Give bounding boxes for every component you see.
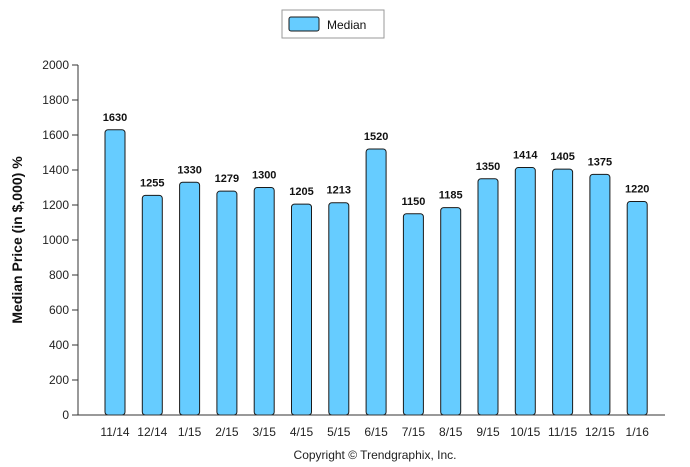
y-tick-label: 400 [49, 338, 69, 352]
y-tick-label: 800 [49, 268, 69, 282]
copyright-text: Copyright © Trendgraphix, Inc. [294, 448, 457, 462]
y-tick-label: 1600 [42, 128, 69, 142]
bar-7-15 [402, 213, 424, 416]
x-axis-ticks: 11/14 12/14 1/15 2/15 3/15 4/15 5/15 6/15 7/15 8/… [100, 425, 649, 439]
y-tick-label: 1200 [42, 198, 69, 212]
x-tick-label: 7/15 [402, 425, 426, 439]
value-labels: 1630 1255 1330 1279 1300 1205 1213 1520 1150 1185… [103, 112, 650, 208]
legend: Median [281, 9, 385, 39]
x-tick-label: 9/15 [476, 425, 500, 439]
y-tick-label: 1800 [42, 93, 69, 107]
x-tick-label: 6/15 [364, 425, 388, 439]
value-label: 1279 [215, 173, 239, 185]
value-label: 1205 [289, 186, 313, 198]
y-tick-label: 1400 [42, 163, 69, 177]
value-label: 1414 [513, 150, 538, 162]
x-tick-label: 10/15 [510, 425, 540, 439]
value-label: 1255 [140, 177, 164, 189]
bar-12-14 [141, 194, 163, 416]
value-label: 1150 [401, 196, 425, 208]
y-tick-label: 600 [49, 303, 69, 317]
y-tick-label: 2000 [42, 58, 69, 72]
value-label: 1220 [625, 184, 649, 196]
value-label: 1213 [327, 185, 351, 197]
x-tick-label: 2/15 [215, 425, 239, 439]
bar-5-15 [328, 202, 350, 416]
y-axis-title: Median Price (in $,000) % [9, 156, 25, 324]
bar-4-15 [291, 203, 312, 416]
value-label: 1520 [364, 131, 388, 143]
bar-9-15 [477, 178, 499, 416]
bar-1-16 [626, 201, 648, 416]
x-tick-label: 1/15 [178, 425, 202, 439]
value-label: 1350 [476, 161, 500, 173]
bar-12-15 [589, 173, 611, 416]
bar-11-14 [104, 129, 126, 416]
x-tick-label: 4/15 [290, 425, 314, 439]
x-tick-label: 8/15 [439, 425, 463, 439]
x-tick-label: 5/15 [327, 425, 351, 439]
bar-8-15 [440, 207, 462, 416]
legend-label-median: Median [327, 18, 366, 32]
value-label: 1185 [439, 190, 463, 202]
value-label: 1330 [177, 164, 201, 176]
value-label: 1375 [588, 156, 612, 168]
x-tick-label: 1/16 [626, 425, 650, 439]
bar-6-15 [365, 148, 387, 416]
bar-10-15 [514, 167, 536, 416]
y-tick-label: 200 [49, 373, 69, 387]
bars [104, 129, 648, 416]
value-label: 1300 [252, 170, 276, 182]
legend-swatch-median [288, 16, 320, 32]
y-axis-ticks: 0 200 400 600 800 1000 1200 1400 1600 1800 2000 [42, 58, 78, 422]
bar-11-15 [552, 168, 574, 416]
y-tick-label: 1000 [42, 233, 69, 247]
x-tick-label: 12/14 [137, 425, 167, 439]
bar-1-15 [179, 181, 201, 416]
value-label: 1405 [550, 151, 574, 163]
y-tick-label: 0 [62, 408, 69, 422]
x-tick-label: 11/15 [548, 425, 577, 439]
x-tick-label: 3/15 [253, 425, 277, 439]
bar-3-15 [253, 187, 275, 416]
bar-2-15 [216, 190, 238, 416]
value-label: 1630 [103, 112, 127, 124]
x-tick-label: 12/15 [585, 425, 615, 439]
x-tick-label: 11/14 [100, 425, 129, 439]
